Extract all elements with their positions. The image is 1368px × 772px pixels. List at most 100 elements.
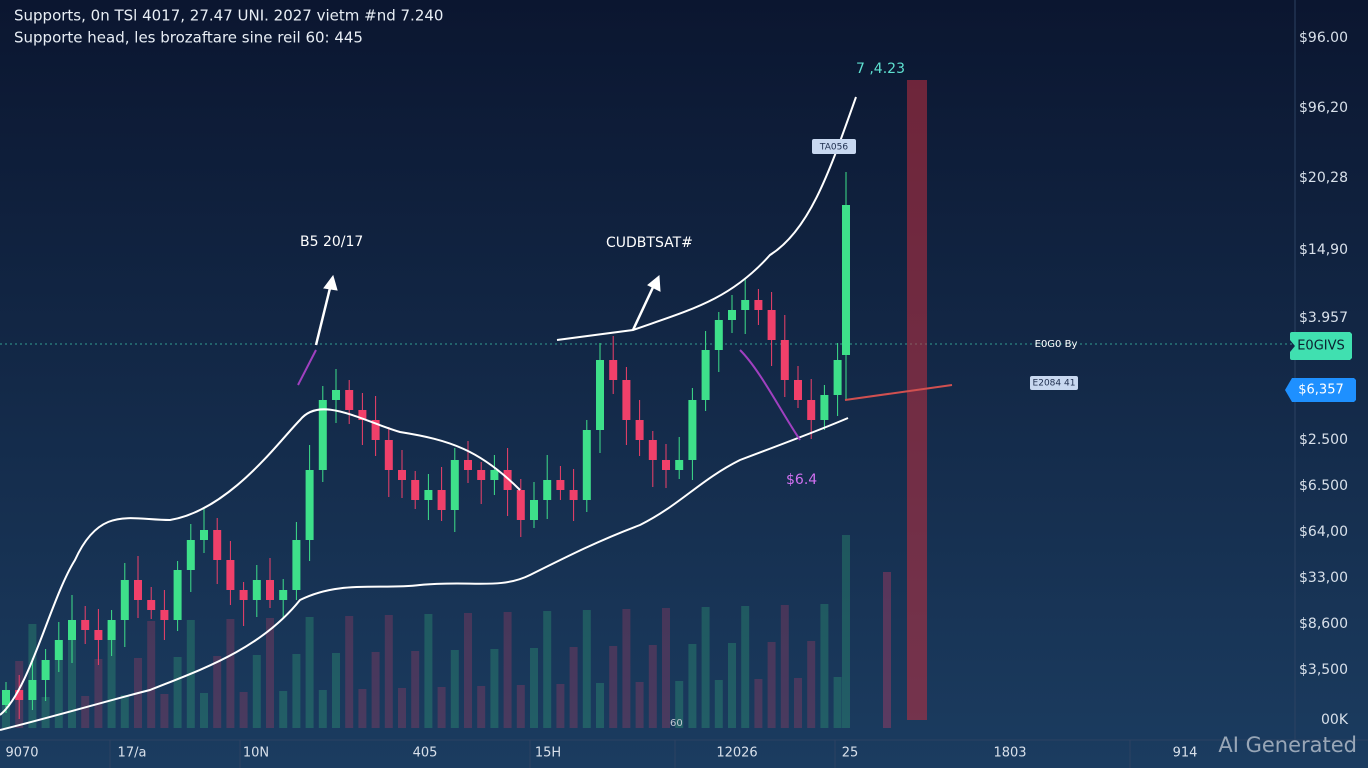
volume-bar — [490, 649, 499, 728]
candle-body — [305, 470, 314, 540]
candle-body — [754, 300, 763, 310]
volume-bar — [883, 572, 891, 728]
volume-bar — [305, 617, 314, 728]
price-label: 00K — [1321, 712, 1349, 728]
candle-body — [120, 580, 129, 620]
volume-bar — [728, 643, 736, 728]
candle-body — [81, 620, 90, 630]
price-label: $14,90 — [1299, 242, 1348, 258]
candle-body — [820, 395, 829, 420]
volume-bar — [81, 696, 90, 728]
candle-body — [160, 610, 169, 620]
time-label: 1803 — [993, 746, 1026, 761]
volume-bar — [807, 641, 816, 728]
upper-band-left — [0, 408, 521, 716]
candle-body — [807, 400, 816, 420]
annotation: $6.4 — [786, 472, 817, 488]
volume-bar — [530, 648, 538, 728]
candle-body — [384, 440, 393, 470]
volume-bar — [371, 652, 380, 728]
volume-bar — [675, 681, 684, 728]
volume-bar — [701, 607, 710, 728]
volume-bar — [609, 646, 618, 728]
volume-bar — [582, 610, 591, 728]
price-label: $6.500 — [1299, 478, 1348, 494]
annotation: CUDBTSAT# — [606, 235, 693, 251]
purple-line-2 — [297, 349, 317, 386]
line-label: E0G0 By — [1035, 339, 1078, 350]
candle-body — [292, 540, 301, 590]
volume-bar — [833, 677, 842, 728]
candle-body — [2, 690, 10, 705]
candle-body — [54, 640, 63, 660]
candle-body — [688, 400, 697, 460]
arrow-mid — [631, 282, 657, 331]
volume-bar — [543, 611, 552, 728]
volume-bar — [464, 613, 472, 728]
candle-body — [239, 590, 248, 600]
volume-bar — [569, 647, 578, 728]
candle-body — [279, 590, 288, 600]
volume-bar — [477, 686, 486, 728]
candle-body — [398, 470, 406, 480]
volume-bar — [292, 654, 301, 728]
candle-body — [714, 320, 723, 350]
candle-body — [516, 490, 525, 520]
candle-body — [332, 390, 340, 400]
volume-bar — [41, 697, 50, 728]
volume-bar — [411, 651, 420, 728]
volume-bar — [424, 614, 433, 728]
candle-body — [266, 580, 274, 600]
candle-body — [569, 490, 578, 500]
badge-text: E0GIVS — [1297, 339, 1345, 354]
candle-body — [635, 420, 644, 440]
purple-line — [739, 349, 801, 441]
header-line: Supports, 0n TSl 4017, 27.47 UNI. 2027 v… — [14, 7, 443, 25]
price-label: $64,00 — [1299, 524, 1348, 540]
time-label: 12026 — [716, 746, 757, 761]
price-axis: $96.00 $96,20 $20,28 $14,90 $3.957 $2.500 $6.5… — [1299, 30, 1349, 728]
arrow-head — [323, 274, 338, 291]
candle-body — [345, 390, 354, 410]
candle-body — [662, 460, 670, 470]
volume-bar — [226, 619, 235, 728]
time-label: 25 — [842, 746, 859, 761]
candle-layer — [2, 172, 850, 719]
candle-body — [767, 310, 776, 340]
marker-badge — [1285, 378, 1356, 402]
candle-body — [503, 470, 512, 490]
volume-bar — [332, 653, 340, 728]
time-label: 17/a — [118, 746, 147, 761]
volume-bar — [384, 615, 393, 728]
volume-bar — [662, 608, 670, 728]
current-badge — [1290, 332, 1352, 360]
time-label: 9070 — [5, 746, 38, 761]
highlight-bar — [907, 80, 927, 720]
candle-body — [252, 580, 261, 600]
time-label: 405 — [413, 746, 438, 761]
candle-body — [648, 440, 657, 460]
volume-bar — [279, 691, 288, 728]
candle-body — [609, 360, 618, 380]
time-label: 15H — [535, 746, 561, 761]
volume-bar — [68, 623, 76, 728]
candle-body — [701, 350, 710, 400]
volume-bar — [503, 612, 512, 728]
arrow-left — [314, 283, 333, 346]
candle-body — [358, 410, 367, 420]
candle-body — [530, 500, 538, 520]
candle-body — [780, 340, 789, 380]
price-label: $8,600 — [1299, 616, 1348, 632]
candle-body — [556, 480, 565, 490]
volume-bar — [318, 690, 327, 728]
candle-body — [675, 460, 684, 470]
annotation: B5 20/17 — [300, 234, 363, 250]
volume-bar — [622, 609, 631, 728]
volume-bar — [635, 682, 644, 728]
annotation: 60 — [670, 718, 683, 729]
candle-body — [200, 530, 208, 540]
candle-body — [477, 470, 486, 480]
lower-band — [0, 417, 849, 731]
